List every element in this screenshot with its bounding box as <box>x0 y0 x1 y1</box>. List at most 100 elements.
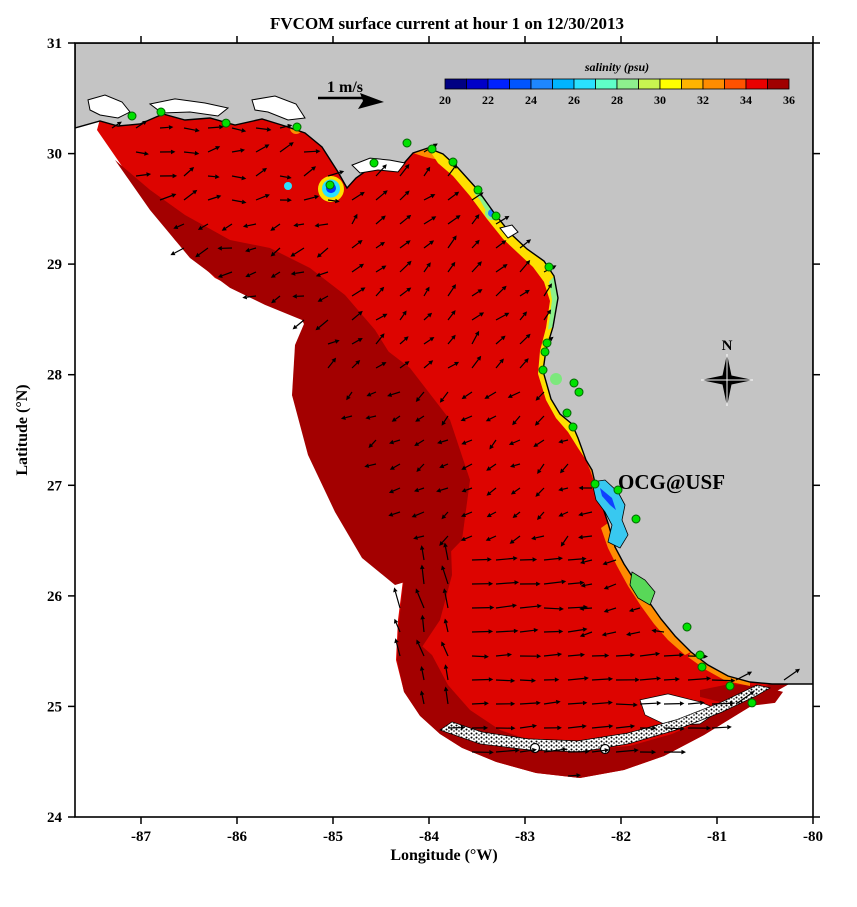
current-vector <box>460 535 473 541</box>
vector-shaft <box>519 263 528 273</box>
station-dot <box>562 408 572 418</box>
vector-head-icon <box>340 415 346 420</box>
vector-shaft <box>783 670 797 681</box>
vector-shaft <box>567 582 581 585</box>
vector-head-icon <box>270 273 276 278</box>
current-vector <box>436 487 449 493</box>
ocg-usf-annotation: OCG@USF <box>618 470 725 494</box>
vector-shaft <box>327 360 334 369</box>
vector-shaft <box>711 679 731 682</box>
vector-shaft <box>495 338 503 345</box>
vector-shaft <box>567 558 583 561</box>
current-vector <box>537 463 545 474</box>
current-vector <box>271 295 281 304</box>
vector-head-icon <box>548 336 554 342</box>
vector-head-icon <box>547 283 552 289</box>
station-dot <box>544 262 554 272</box>
station-dot <box>221 118 231 128</box>
current-vector <box>270 247 281 257</box>
current-vector <box>495 312 510 321</box>
vector-head-icon <box>626 631 631 637</box>
vector-head-icon <box>555 699 561 705</box>
vector-shaft <box>535 535 545 539</box>
vector-shaft <box>495 314 506 321</box>
colorbar-cell <box>724 78 747 90</box>
current-vector <box>420 564 425 585</box>
vector-head-icon <box>346 395 351 401</box>
vector-head-icon <box>388 512 394 517</box>
vector-shaft <box>489 463 497 469</box>
vector-shaft <box>368 463 377 467</box>
vector-shaft <box>442 569 449 585</box>
current-vector <box>399 336 409 345</box>
vector-head-icon <box>420 564 425 570</box>
colorbar-cell <box>509 78 532 90</box>
vector-shaft <box>491 439 497 447</box>
vector-head-icon <box>116 121 122 126</box>
vector-head-icon <box>578 534 583 540</box>
current-vector <box>495 556 518 561</box>
vector-shaft <box>471 630 489 633</box>
vector-head-icon <box>706 725 711 731</box>
current-vector <box>441 565 449 585</box>
vector-head-icon <box>368 443 374 448</box>
vector-head-icon <box>679 652 684 658</box>
map-layer <box>75 43 813 778</box>
vector-shaft <box>421 549 425 561</box>
vector-head-icon <box>489 444 494 450</box>
vector-head-icon <box>441 641 446 647</box>
current-vector <box>510 463 521 468</box>
current-vector <box>567 580 585 586</box>
vector-head-icon <box>436 488 442 493</box>
current-vector <box>579 606 593 611</box>
y-axis-label: Latitude (°N) <box>14 384 31 475</box>
vector-head-icon <box>488 629 494 634</box>
feature-crystal-river-green <box>550 373 562 385</box>
vector-head-icon <box>460 417 466 422</box>
vector-shaft <box>711 702 731 705</box>
velocity-scale: 1 m/s <box>318 79 384 109</box>
vector-shaft <box>512 535 521 542</box>
vector-shaft <box>423 169 429 177</box>
vector-head-icon <box>703 654 708 659</box>
vector-shaft <box>519 679 532 682</box>
vector-shaft <box>591 749 605 753</box>
vector-head-icon <box>451 284 456 290</box>
vector-shaft <box>399 289 409 297</box>
vector-head-icon <box>168 125 174 130</box>
current-vector <box>399 361 410 369</box>
vector-head-icon <box>359 263 364 269</box>
vector-shaft <box>375 267 383 273</box>
vector-shaft <box>399 338 406 345</box>
current-vector <box>423 262 431 273</box>
current-vector <box>615 677 640 683</box>
vector-head-icon <box>415 417 421 422</box>
vector-shaft <box>495 749 516 753</box>
current-vector <box>447 725 466 730</box>
current-vector <box>567 556 587 562</box>
vector-head-icon <box>441 565 446 571</box>
vector-shaft <box>663 678 676 681</box>
vector-shaft <box>562 511 569 516</box>
vector-shaft <box>247 223 257 227</box>
y-tick-label: 27 <box>47 478 63 494</box>
current-vector <box>558 487 569 492</box>
vector-head-icon <box>192 189 198 195</box>
vector-head-icon <box>727 724 732 730</box>
vector-shaft <box>562 463 569 471</box>
vector-shaft <box>447 167 455 177</box>
vector-head-icon <box>579 606 584 611</box>
vector-shaft <box>393 463 401 469</box>
current-vector <box>508 439 521 446</box>
vector-head-icon <box>146 172 152 177</box>
vector-head-icon <box>406 287 412 293</box>
vector-shaft <box>538 391 545 398</box>
current-vector <box>303 166 316 177</box>
current-vector <box>615 724 636 729</box>
vector-shaft <box>375 315 384 321</box>
colorbar-cell <box>466 78 489 90</box>
vector-head-icon <box>431 216 437 221</box>
colorbar-cell <box>702 78 725 90</box>
current-vector <box>399 240 411 249</box>
vector-head-icon <box>264 194 270 199</box>
